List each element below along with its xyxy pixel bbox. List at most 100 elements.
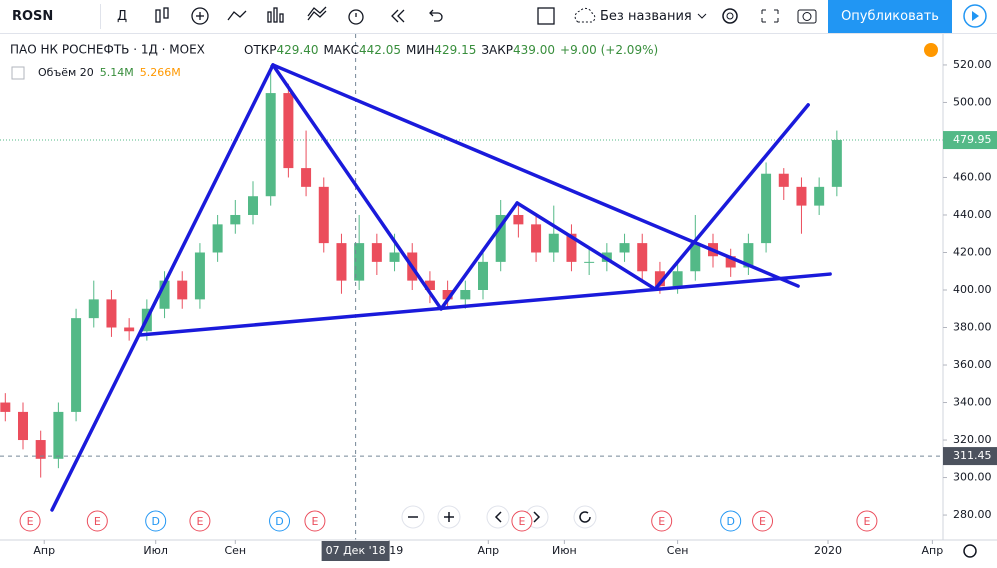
candle-body (831, 139, 842, 187)
y-tick-label: 380.00 (953, 321, 992, 334)
candle-body (371, 243, 382, 262)
alert-icon[interactable] (924, 43, 938, 57)
candle-body (619, 243, 630, 253)
crosshair-x-label: 07 Дек '18 (326, 544, 386, 557)
publish-button[interactable]: Опубликовать (828, 0, 952, 33)
x-tick-label: Июн (552, 544, 577, 557)
trend-line (271, 63, 443, 311)
symbol[interactable]: ROSN (12, 9, 54, 24)
trend-line (138, 272, 832, 337)
event-marker (651, 510, 673, 532)
chart: ПАО НК РОСНЕФТЬ · 1Д · MOEX Объём 20 5.14… (0, 34, 997, 568)
candle-body (566, 233, 577, 262)
candle-body (301, 168, 312, 187)
play-button[interactable] (954, 0, 997, 33)
event-label: E (196, 515, 203, 528)
layout-name[interactable]: Без названия (600, 9, 692, 24)
volume-value: 5.14M (100, 66, 134, 79)
event-marker (269, 510, 291, 532)
candle-body (531, 224, 542, 253)
candle-body (761, 173, 772, 244)
y-tick-label: 460.00 (953, 170, 992, 183)
candle-body (18, 411, 28, 441)
event-label: E (759, 515, 766, 528)
ohlc-label: ОТКР (244, 43, 277, 57)
x-tick-label: 2020 (814, 544, 842, 557)
volume-name: Объём 20 (38, 66, 94, 79)
x-tick-label: Июл (143, 544, 168, 557)
price-axis-bg (943, 34, 997, 568)
crosshair-y-box (943, 447, 997, 466)
candle-body (177, 280, 188, 300)
event-marker (86, 510, 108, 532)
ohlc-label: МАКС (324, 43, 359, 57)
ohlc-label: МИН (406, 43, 434, 57)
candle-body (283, 93, 294, 169)
legend-title: ПАО НК РОСНЕФТЬ · 1Д · MOEX (10, 43, 205, 57)
candle-body (230, 214, 241, 225)
toolbar-right-icons[interactable] (530, 0, 830, 33)
y-tick-label: 360.00 (953, 358, 992, 371)
interval[interactable]: Д (117, 9, 128, 24)
candle-body (248, 196, 258, 215)
event-marker (856, 510, 878, 532)
y-tick-label: 520.00 (953, 58, 992, 71)
ohlc-value: 429.40 (277, 43, 319, 57)
candle-body (637, 243, 648, 272)
event-label: E (311, 515, 318, 528)
candle-body (194, 252, 205, 300)
event-label: E (94, 515, 101, 528)
y-tick-label: 320.00 (953, 433, 992, 446)
toolbar: ROSN Д Без названия Опубликовать (0, 0, 997, 34)
x-tick-label: Апр (33, 544, 55, 557)
event-marker (752, 510, 774, 532)
trend-line (439, 201, 519, 311)
trend-line (271, 63, 800, 288)
y-tick-label: 300.00 (953, 471, 992, 484)
event-marker (145, 510, 167, 532)
ohlc-legend: ОТКР429.40 МАКС442.05 МИН429.15 ЗАКР439.00 +… (244, 43, 658, 57)
trend-line (653, 103, 810, 291)
x-tick-label: Апр (922, 544, 944, 557)
last-price-box (943, 131, 997, 150)
candle-body (53, 411, 64, 459)
event-marker (720, 510, 742, 532)
toolbar-icons[interactable] (140, 0, 520, 33)
event-label: D (151, 515, 159, 528)
event-label: E (27, 515, 34, 528)
candle-body (442, 290, 453, 300)
trend-line (515, 201, 657, 291)
event-marker (19, 510, 41, 532)
volume-toggle[interactable] (11, 66, 25, 80)
candle-body (814, 186, 825, 206)
candle-body (265, 93, 276, 197)
candle-body (71, 318, 82, 412)
volume-ma: 5.266M (140, 66, 181, 79)
candle-body (354, 243, 365, 281)
event-marker (304, 510, 326, 532)
candle-body (654, 271, 665, 287)
ohlc-label: ЗАКР (481, 43, 513, 57)
candle-body (389, 252, 400, 262)
candle-body (672, 271, 683, 287)
event-label: D (275, 515, 283, 528)
candle-body (478, 261, 488, 291)
y-tick-label: 340.00 (953, 396, 992, 409)
candle-body (690, 243, 701, 272)
ohlc-value: 429.15 (434, 43, 476, 57)
candle-body (495, 214, 506, 262)
candle-body (460, 290, 471, 300)
settings-gear[interactable] (963, 544, 977, 558)
candle-body (424, 280, 435, 291)
zoom-controls[interactable] (401, 505, 597, 529)
ohlc-value: 439.00 (513, 43, 555, 57)
candle-body (35, 440, 46, 459)
x-tick-label: Сен (224, 544, 246, 557)
y-tick-label: 400.00 (953, 283, 992, 296)
candle-body (0, 402, 11, 412)
crosshair-y-label: 311.45 (953, 449, 992, 462)
separator (100, 4, 101, 29)
y-tick-label: 440.00 (953, 208, 992, 221)
candle-body (336, 243, 347, 281)
